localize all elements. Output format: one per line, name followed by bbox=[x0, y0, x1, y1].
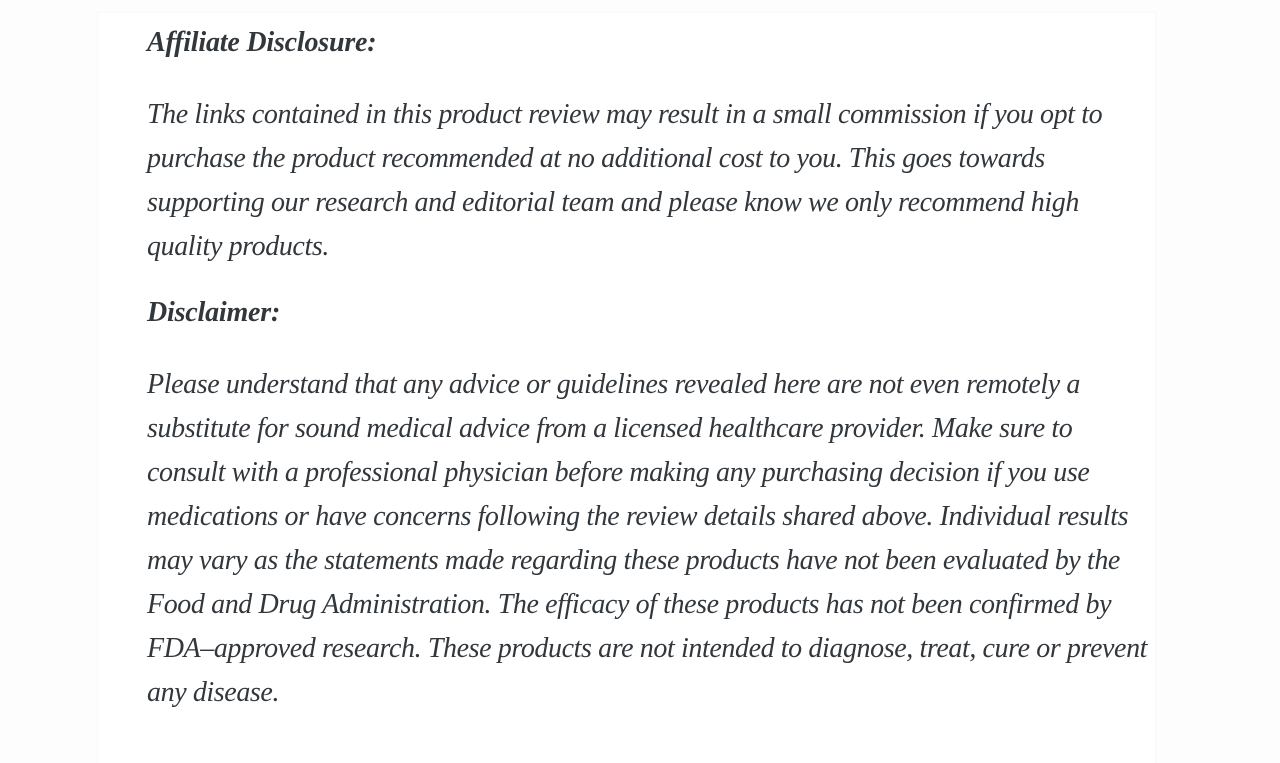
disclaimer-text: Please understand that any advice or gui… bbox=[147, 369, 1148, 708]
disclaimer-section: Disclaimer: Please understand that any a… bbox=[147, 291, 1152, 715]
affiliate-disclosure-section: Affiliate Disclosure: The links containe… bbox=[147, 21, 1152, 269]
affiliate-disclosure-text: The links contained in this product revi… bbox=[147, 99, 1103, 262]
article-card: Affiliate Disclosure: The links containe… bbox=[98, 13, 1155, 763]
affiliate-disclosure-heading: Affiliate Disclosure: bbox=[147, 27, 377, 58]
disclaimer-heading: Disclaimer: bbox=[147, 297, 281, 328]
disclosure-article: Affiliate Disclosure: The links containe… bbox=[98, 13, 1152, 715]
